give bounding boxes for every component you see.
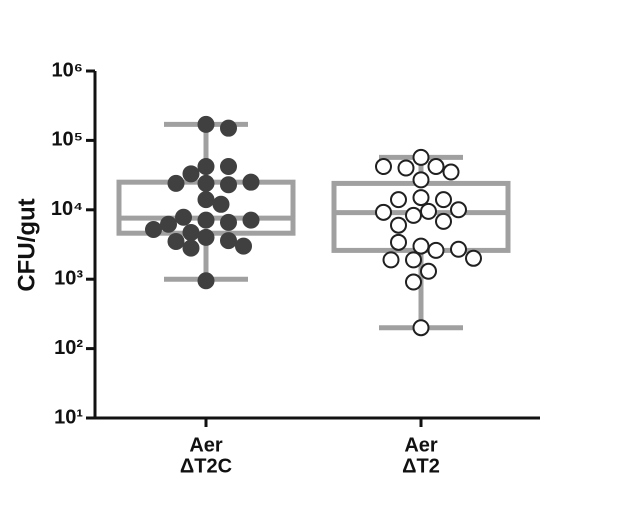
data-point xyxy=(390,233,407,251)
y-tick-label: 10³ xyxy=(54,267,83,289)
data-point xyxy=(405,251,422,269)
data-point xyxy=(220,176,237,194)
data-point xyxy=(405,273,422,291)
y-tick-label: 10⁶ xyxy=(52,59,83,81)
data-point xyxy=(175,208,192,226)
x-tick-label: Aer xyxy=(404,434,438,456)
data-point xyxy=(405,206,422,224)
data-point xyxy=(427,241,445,259)
data-point xyxy=(435,191,452,209)
data-point xyxy=(242,173,260,191)
data-point xyxy=(145,221,162,239)
data-point xyxy=(390,216,407,234)
data-point xyxy=(420,202,437,220)
data-point xyxy=(220,158,237,176)
y-tick-label: 10² xyxy=(54,337,83,359)
x-tick-label: Aer xyxy=(189,434,223,456)
data-point xyxy=(412,148,430,166)
data-point xyxy=(182,165,200,183)
data-point xyxy=(450,240,467,258)
y-axis-label: CFU/gut xyxy=(13,198,40,291)
data-point xyxy=(220,119,237,137)
data-point xyxy=(450,201,467,219)
x-tick-label: ΔT2 xyxy=(402,455,440,477)
data-point xyxy=(427,158,445,176)
data-point xyxy=(375,203,392,221)
data-point xyxy=(412,319,430,337)
data-point xyxy=(212,195,230,213)
data-point xyxy=(375,158,392,176)
data-point xyxy=(197,158,215,176)
x-tick-label: ΔT2C xyxy=(180,455,232,477)
data-point xyxy=(420,262,437,280)
data-point xyxy=(167,174,185,192)
data-point xyxy=(412,237,430,255)
data-point xyxy=(167,232,185,250)
y-tick-label: 10⁴ xyxy=(51,198,83,220)
data-point xyxy=(197,174,215,192)
data-point xyxy=(242,211,260,229)
y-tick-label: 10⁵ xyxy=(51,129,83,151)
data-point xyxy=(197,272,215,290)
data-point xyxy=(235,237,252,255)
data-point xyxy=(382,251,400,269)
data-point xyxy=(442,163,460,181)
data-point xyxy=(220,213,237,231)
data-point xyxy=(197,228,215,246)
data-point xyxy=(390,191,407,209)
data-point xyxy=(220,232,237,250)
data-point xyxy=(197,211,215,229)
data-point xyxy=(197,115,215,133)
data-point xyxy=(412,189,430,207)
data-point xyxy=(160,215,177,233)
data-point xyxy=(182,239,200,257)
data-point xyxy=(397,159,415,177)
data-point xyxy=(465,249,482,267)
data-point xyxy=(197,191,215,209)
y-tick-label: 10¹ xyxy=(54,406,83,428)
data-point xyxy=(435,212,452,230)
data-point xyxy=(182,224,200,242)
data-point xyxy=(412,171,430,189)
